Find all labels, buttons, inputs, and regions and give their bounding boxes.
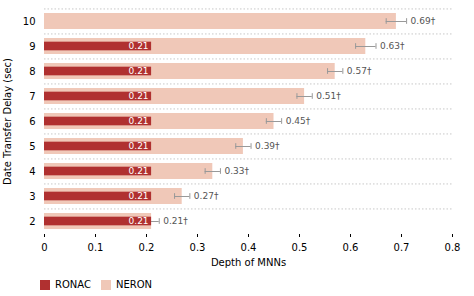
svg-text:0.45†: 0.45† [286, 116, 311, 126]
svg-text:0.21: 0.21 [129, 141, 149, 151]
svg-text:0.4: 0.4 [241, 242, 257, 253]
svg-text:0.21: 0.21 [129, 216, 149, 226]
svg-text:0.57†: 0.57† [347, 66, 372, 76]
svg-text:0.69†: 0.69† [411, 16, 436, 26]
svg-text:0.21†: 0.21† [163, 216, 188, 226]
svg-text:Depth of MNNs: Depth of MNNs [211, 257, 286, 268]
svg-text:0.21: 0.21 [129, 66, 149, 76]
svg-text:0.39†: 0.39† [255, 141, 280, 151]
svg-text:5: 5 [29, 141, 35, 152]
svg-text:0.21: 0.21 [129, 116, 149, 126]
svg-text:0.1: 0.1 [88, 242, 104, 253]
svg-text:0: 0 [41, 242, 47, 253]
svg-text:0.2: 0.2 [139, 242, 155, 253]
svg-text:0.27†: 0.27† [194, 191, 219, 201]
svg-text:0.63†: 0.63† [380, 41, 405, 51]
svg-text:0.3: 0.3 [190, 242, 206, 253]
svg-text:0.21: 0.21 [129, 41, 149, 51]
html-text:NERON: NERON [116, 279, 153, 290]
svg-text:0.21: 0.21 [129, 91, 149, 101]
svg-text:7: 7 [29, 91, 35, 102]
svg-text:4: 4 [29, 166, 35, 177]
svg-text:0.5: 0.5 [292, 242, 308, 253]
svg-text:Date Transfer Delay (sec): Date Transfer Delay (sec) [2, 58, 13, 185]
svg-text:0.33†: 0.33† [224, 166, 249, 176]
svg-text:0.21: 0.21 [129, 166, 149, 176]
svg-text:3: 3 [29, 191, 35, 202]
svg-text:6: 6 [29, 116, 35, 127]
svg-text:10: 10 [23, 16, 36, 27]
html-text:RONAC: RONAC [55, 279, 91, 290]
svg-text:0.51†: 0.51† [316, 91, 341, 101]
svg-text:0.8: 0.8 [445, 242, 461, 253]
svg-text:0.7: 0.7 [394, 242, 410, 253]
svg-text:2: 2 [29, 216, 35, 227]
svg-text:0.21: 0.21 [129, 191, 149, 201]
svg-text:0.6: 0.6 [343, 242, 359, 253]
svg-text:9: 9 [29, 41, 35, 52]
svg-text:8: 8 [29, 66, 35, 77]
